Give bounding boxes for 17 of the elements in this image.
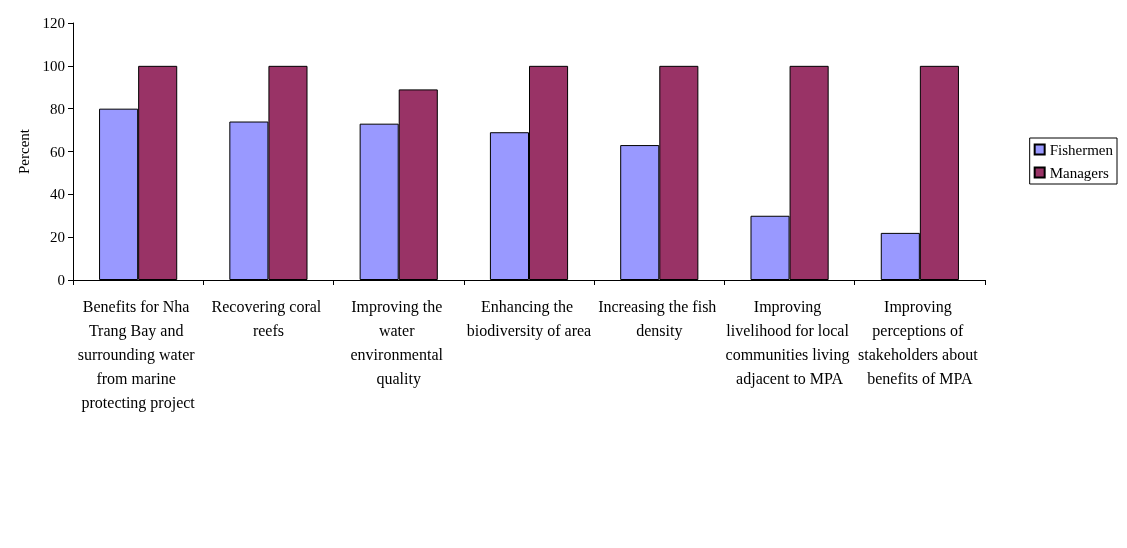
x-tick-label: Improving the water environmental quality xyxy=(350,297,447,388)
legend-label: Fishermen xyxy=(1049,141,1114,158)
x-tick-label: Enhancing the biodiversity of area xyxy=(466,297,592,340)
y-tick-label: 80 xyxy=(50,100,65,117)
x-tick-label: Recovering coral reefs xyxy=(211,297,326,339)
y-tick-label: 40 xyxy=(50,186,65,203)
x-tick-label: Improving perceptions of stakeholders about benefits of MPA xyxy=(858,297,982,387)
x-tick-label: Benefits for Nha Trang Bay and surrounding water from marine protecting project xyxy=(77,297,199,412)
x-tick-label: Increasing the fish density xyxy=(598,297,721,340)
y-tick-label: 120 xyxy=(42,15,65,31)
y-tick-label: 100 xyxy=(42,57,65,74)
legend-label: Managers xyxy=(1049,164,1109,181)
y-tick-label: 0 xyxy=(57,272,65,288)
y-axis-title: Percent xyxy=(16,128,33,174)
y-tick-label: 60 xyxy=(50,143,65,160)
y-tick-label: 20 xyxy=(50,229,65,246)
x-tick-label: Improving livelihood for local communities living adjacent to MPA xyxy=(725,297,854,388)
